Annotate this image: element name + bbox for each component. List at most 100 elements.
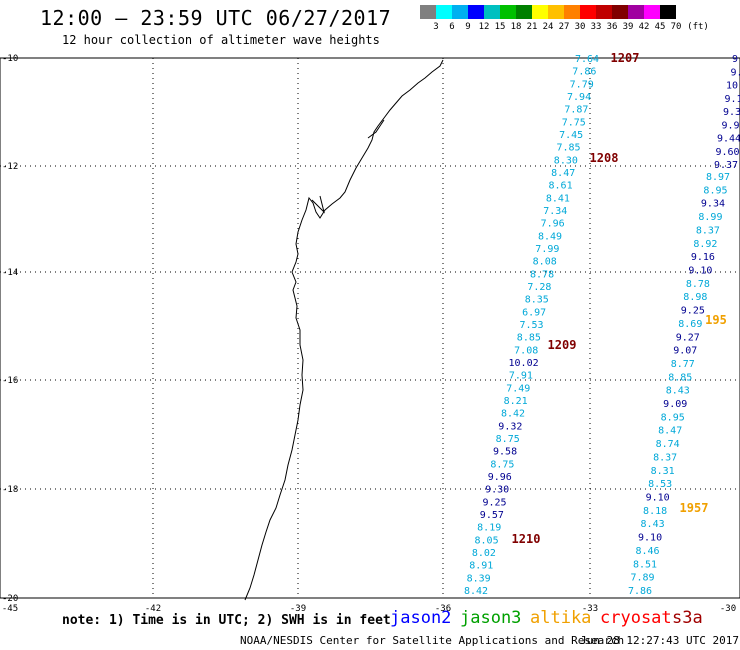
wave-height-value: 8.46 bbox=[636, 546, 660, 557]
wave-height-value: 7.86 bbox=[572, 67, 596, 78]
map-title: 12:00 — 23:59 UTC 06/27/2017 bbox=[40, 6, 392, 30]
scale-swatch bbox=[644, 5, 660, 19]
wave-height-value: 8.21 bbox=[504, 396, 528, 407]
wave-height-value: 8.99 bbox=[698, 212, 722, 223]
wave-height-value: 9. bbox=[732, 54, 740, 65]
wave-height-value: 9.09 bbox=[663, 399, 687, 410]
wave-height-value: 8.91 bbox=[469, 561, 493, 572]
pass-time-label: 1210 bbox=[512, 532, 541, 546]
wave-height-value: 9.96 bbox=[488, 472, 512, 483]
wave-height-value: 8.37 bbox=[696, 225, 720, 236]
altimeter-tracks: 7.647.867.797.947.877.757.457.858.308.47… bbox=[464, 54, 740, 597]
wave-height-value: 9.27 bbox=[676, 332, 700, 343]
wave-height-value: 8.95 bbox=[703, 185, 727, 196]
wave-height-value: 7.45 bbox=[559, 130, 583, 141]
wave-height-value: 8.75 bbox=[496, 434, 520, 445]
wave-height-value: 9.3 bbox=[723, 107, 740, 118]
wave-height-value: 8.49 bbox=[538, 231, 562, 242]
wave-height-value: 7.28 bbox=[527, 282, 551, 293]
wave-height-value: 8.37 bbox=[653, 452, 677, 463]
scale-label: 30 bbox=[574, 22, 586, 32]
wave-height-value: 8.43 bbox=[666, 386, 690, 397]
wave-height-value: 9.10 bbox=[688, 265, 712, 276]
wave-height-value: 8.18 bbox=[643, 506, 667, 517]
scale-swatch bbox=[484, 5, 500, 19]
latitude-tick-label: -18 bbox=[2, 485, 18, 495]
scale-swatch bbox=[468, 5, 484, 19]
wave-height-value: 7.49 bbox=[506, 383, 530, 394]
longitude-tick-label: -42 bbox=[145, 604, 161, 614]
longitude-tick-label: -36 bbox=[435, 604, 451, 614]
scale-swatch bbox=[516, 5, 532, 19]
wave-height-value: 9.10 bbox=[638, 533, 662, 544]
wave-height-value: 7.99 bbox=[535, 244, 559, 255]
wave-height-value: 7.79 bbox=[570, 79, 594, 90]
wave-height-value: 8.02 bbox=[472, 548, 496, 559]
wave-height-value: 8.98 bbox=[683, 292, 707, 303]
satellite-legend-jason3: jason3 bbox=[460, 608, 522, 628]
wave-height-value: 8.05 bbox=[475, 535, 499, 546]
wave-height-value: 9.37 bbox=[714, 160, 738, 171]
scale-label: 45 bbox=[654, 22, 666, 32]
scale-label: 36 bbox=[606, 22, 618, 32]
wave-height-value: 8.78 bbox=[530, 269, 554, 280]
longitude-tick-label: -33 bbox=[582, 604, 598, 614]
pass-labels: 1207 1208 1209 1210 1957 195 bbox=[512, 51, 727, 546]
wave-height-value: 9.32 bbox=[498, 421, 522, 432]
scale-label: (ft) bbox=[687, 22, 709, 32]
wave-height-value: 9.60 bbox=[715, 147, 739, 158]
wave-height-value: 8.31 bbox=[651, 466, 675, 477]
wave-height-value: 8.69 bbox=[678, 319, 702, 330]
wave-height-value: 7.34 bbox=[543, 206, 567, 217]
latitude-tick-label: -20 bbox=[2, 594, 18, 604]
wave-height-value: 9.25 bbox=[681, 306, 705, 317]
scale-swatch bbox=[628, 5, 644, 19]
scale-label: 42 bbox=[638, 22, 650, 32]
wave-height-value: 8.42 bbox=[501, 409, 525, 420]
scale-label: 27 bbox=[558, 22, 570, 32]
wave-height-value: 9.10 bbox=[646, 493, 670, 504]
scale-label: 9 bbox=[465, 22, 471, 32]
wave-height-value: 7.08 bbox=[514, 345, 538, 356]
wave-height-value: 8.43 bbox=[641, 519, 665, 530]
wave-height-value: 8.92 bbox=[693, 239, 717, 250]
scale-swatch bbox=[500, 5, 516, 19]
wave-height-value: 8.74 bbox=[656, 439, 680, 450]
wave-height-value: 7.87 bbox=[564, 105, 588, 116]
longitude-tick-label: -30 bbox=[720, 604, 736, 614]
longitude-tick-label: -45 bbox=[2, 604, 18, 614]
scale-swatch bbox=[420, 5, 436, 19]
wave-height-value: 9.58 bbox=[493, 447, 517, 458]
wave-height-value: 9.30 bbox=[485, 485, 509, 496]
wave-height-value: 9.16 bbox=[691, 252, 715, 263]
latitude-tick-label: -12 bbox=[2, 162, 18, 172]
pass-time-label: 1209 bbox=[548, 338, 577, 352]
wave-height-value: 8.97 bbox=[706, 172, 730, 183]
wave-height-value: 8.30 bbox=[554, 155, 578, 166]
scale-swatch bbox=[452, 5, 468, 19]
scale-label: 39 bbox=[622, 22, 634, 32]
wave-height-value: 8.35 bbox=[525, 295, 549, 306]
wave-height-value: 7.85 bbox=[556, 143, 580, 154]
satellite-legend-altika: altika bbox=[530, 608, 592, 628]
scale-swatch bbox=[436, 5, 452, 19]
latitude-tick-label: -16 bbox=[2, 376, 18, 386]
scale-label: 33 bbox=[590, 22, 602, 32]
scale-label: 21 bbox=[526, 22, 538, 32]
footer-note: note: 1) Time is in UTC; 2) SWH is in fe… bbox=[62, 613, 391, 628]
wave-height-value: 8.78 bbox=[686, 279, 710, 290]
satellite-legend-s3a: s3a bbox=[672, 608, 703, 628]
wave-height-value: 9.25 bbox=[482, 497, 506, 508]
wave-height-value: 6.97 bbox=[522, 307, 546, 318]
scale-swatch bbox=[580, 5, 596, 19]
pass-time-label: 195 bbox=[705, 313, 727, 327]
latitude-tick-label: -14 bbox=[2, 268, 18, 278]
wave-height-value: 10.02 bbox=[509, 358, 539, 369]
wave-height-value: 8.19 bbox=[477, 523, 501, 534]
wave-height-value: 7.64 bbox=[575, 54, 599, 65]
wave-height-value: 9.1 bbox=[724, 94, 740, 105]
scale-swatch bbox=[548, 5, 564, 19]
map-subtitle: 12 hour collection of altimeter wave hei… bbox=[62, 33, 380, 47]
wave-height-color-scale bbox=[420, 5, 676, 19]
wave-height-value: 8.47 bbox=[551, 168, 575, 179]
